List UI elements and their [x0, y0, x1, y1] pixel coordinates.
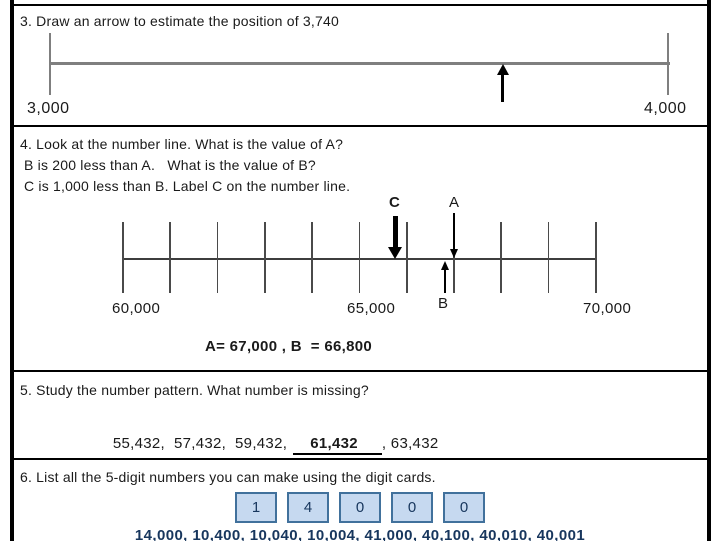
q4-marker-b-label: B: [438, 295, 449, 312]
q4-tick: [122, 222, 124, 293]
q4-tick-group: [122, 222, 598, 293]
row-divider-q5-q6: [10, 458, 711, 460]
q4-tick: [358, 222, 361, 293]
q6-title: 6. List all the 5-digit numbers you can …: [20, 469, 436, 485]
digit-card: 0: [391, 492, 433, 523]
digit-card: 0: [339, 492, 381, 523]
q4-tick: [263, 222, 266, 293]
q4-tick: [216, 222, 219, 293]
q3-title: 3. Draw an arrow to estimate the positio…: [20, 13, 339, 29]
q4-line2: B is 200 less than A. What is the value …: [24, 157, 316, 173]
q4-tick: [547, 222, 550, 293]
q3-right-end-tick: [667, 33, 669, 95]
q4-line3: C is 1,000 less than B. Label C on the n…: [24, 178, 351, 194]
row-divider-top: [10, 4, 711, 6]
q3-min-label: 3,000: [27, 100, 70, 117]
q4-answer: A= 67,000 , B = 66,800: [205, 338, 373, 355]
q4-marker-b-arrow-stem: [444, 269, 446, 293]
q6-answer-line: 14,000, 10,400, 10,040, 10,004, 41,000, …: [134, 527, 586, 541]
q4-marker-c-arrow-stem: [392, 216, 398, 248]
q4-marker-a-down-arrow-icon: [449, 249, 458, 258]
q5-missing-answer-blank: 61,432: [293, 435, 382, 455]
q4-marker-b-up-arrow-icon: [440, 261, 449, 270]
q5-pattern-row: 55,432, 57,432, 59,432, 61,432, 63,432: [95, 418, 439, 472]
table-left-border: [10, 0, 14, 541]
q4-marker-a-label: A: [449, 194, 460, 211]
q5-sequence-after: , 63,432: [381, 435, 439, 452]
table-right-border: [707, 0, 711, 541]
q4-label-65000: 65,000: [347, 300, 396, 317]
q4-marker-a-arrow-stem: [453, 213, 455, 250]
q5-title: 5. Study the number pattern. What number…: [20, 382, 369, 398]
q4-tick: [595, 222, 597, 293]
q4-line1: 4. Look at the number line. What is the …: [20, 136, 344, 152]
q3-number-line: [50, 62, 670, 65]
digit-card: 1: [235, 492, 277, 523]
q3-up-arrow-icon: [496, 64, 509, 75]
digit-card: 4: [287, 492, 329, 523]
q3-arrow-stem: [501, 74, 504, 102]
q4-marker-c-down-arrow-icon: [388, 247, 402, 259]
q3-max-label: 4,000: [644, 100, 687, 117]
q6-digit-cards: 1 4 0 0 0: [235, 492, 485, 523]
q4-tick: [311, 222, 313, 293]
row-divider-q4-q5: [10, 370, 711, 372]
row-divider-q3-q4: [10, 125, 711, 127]
q3-left-end-tick: [49, 33, 51, 95]
q4-tick: [500, 222, 503, 293]
digit-card: 0: [443, 492, 485, 523]
q4-marker-c-label: C: [389, 194, 400, 211]
q5-sequence-before: 55,432, 57,432, 59,432,: [112, 435, 288, 452]
q4-tick: [169, 222, 172, 293]
q4-label-70000: 70,000: [583, 300, 632, 317]
q4-tick: [405, 222, 408, 293]
q4-label-60000: 60,000: [112, 300, 161, 317]
